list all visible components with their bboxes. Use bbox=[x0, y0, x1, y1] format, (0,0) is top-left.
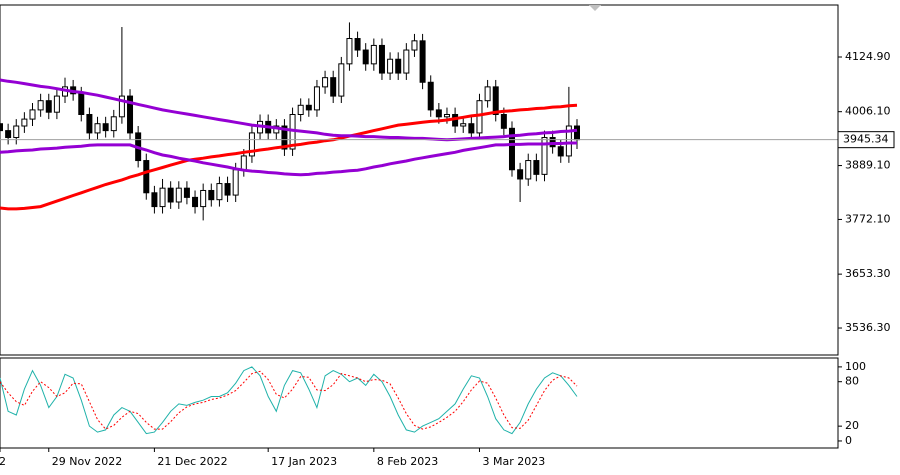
candle-body bbox=[13, 125, 20, 139]
y-tick-label: 4124.90 bbox=[845, 50, 891, 63]
candle-body bbox=[143, 160, 150, 194]
candle-body bbox=[525, 160, 532, 180]
candle-body bbox=[476, 100, 483, 134]
candle-body bbox=[492, 86, 499, 115]
candle-body bbox=[305, 104, 312, 111]
candle-body bbox=[419, 40, 426, 83]
candle-body bbox=[362, 49, 369, 65]
candle-body bbox=[192, 196, 199, 208]
y-tick-label: 3536.30 bbox=[845, 321, 891, 334]
candle-body bbox=[216, 183, 223, 201]
candle-body bbox=[118, 95, 125, 118]
candle-body bbox=[508, 127, 515, 171]
x-tick-label: 21 Dec 2022 bbox=[157, 455, 227, 468]
shift-marker bbox=[589, 5, 601, 11]
indicator-line bbox=[0, 103, 578, 211]
candle-body bbox=[297, 104, 304, 115]
main-panel bbox=[0, 4, 839, 356]
x-tick-label: 2 bbox=[0, 455, 6, 468]
candle-body bbox=[435, 109, 442, 118]
candle-body bbox=[330, 77, 337, 97]
candle-body bbox=[29, 109, 36, 120]
candle-body bbox=[0, 123, 3, 132]
candle-body bbox=[484, 86, 491, 102]
candle-body bbox=[460, 123, 467, 127]
candle-body bbox=[378, 44, 385, 74]
y-tick-label: 4006.10 bbox=[845, 105, 891, 118]
y-tick-label: 100 bbox=[845, 360, 866, 373]
candle-body bbox=[338, 63, 345, 97]
candle-body bbox=[224, 183, 231, 196]
candle-body bbox=[468, 123, 475, 134]
indicator-line bbox=[0, 141, 577, 177]
candle-body bbox=[403, 49, 410, 74]
stoch-panel bbox=[0, 357, 839, 449]
x-tick-label: 3 Mar 2023 bbox=[482, 455, 545, 468]
x-tick-label: 29 Nov 2022 bbox=[52, 455, 122, 468]
candle-body bbox=[110, 116, 117, 132]
candle-body bbox=[427, 81, 434, 111]
candle-body bbox=[21, 118, 28, 127]
indicator-line bbox=[0, 366, 578, 435]
candle-body bbox=[45, 100, 52, 113]
y-tick-label: 3889.10 bbox=[845, 159, 891, 172]
candle-body bbox=[167, 187, 174, 203]
candle-body bbox=[94, 123, 101, 134]
candle-body bbox=[354, 38, 361, 51]
candle-body bbox=[78, 93, 85, 115]
indicator-line bbox=[0, 78, 578, 142]
candle-body bbox=[500, 113, 507, 129]
candle-body bbox=[533, 160, 540, 175]
candle-body bbox=[37, 100, 44, 111]
candle-body bbox=[565, 125, 572, 157]
candle-body bbox=[322, 77, 329, 88]
candle-body bbox=[411, 40, 418, 51]
candle-body bbox=[159, 187, 166, 208]
candle-body bbox=[395, 58, 402, 74]
candle-body bbox=[557, 146, 564, 157]
candle-body bbox=[232, 169, 239, 196]
candle-body bbox=[151, 192, 158, 208]
y-tick-label: 3653.30 bbox=[845, 267, 891, 280]
candle-body bbox=[541, 137, 548, 175]
candle-body bbox=[281, 125, 288, 150]
candle-body bbox=[175, 187, 182, 203]
candle-body bbox=[370, 44, 377, 65]
candle-body bbox=[517, 169, 524, 180]
candle-body bbox=[313, 86, 320, 111]
candle-body bbox=[127, 95, 134, 134]
candle-body bbox=[5, 130, 12, 139]
candle-body bbox=[200, 189, 207, 208]
candle-body bbox=[86, 113, 93, 134]
candle-body bbox=[53, 95, 60, 113]
y-tick-label: 20 bbox=[845, 419, 859, 432]
candle-body bbox=[387, 58, 394, 74]
candle-body bbox=[346, 38, 353, 65]
candle-body bbox=[574, 125, 580, 141]
candle-body bbox=[240, 155, 247, 171]
last-price-box bbox=[837, 131, 895, 149]
y-tick-label: 0 bbox=[845, 434, 852, 447]
y-tick-label: 3772.10 bbox=[845, 212, 891, 225]
candle-body bbox=[208, 189, 215, 201]
candle-body bbox=[183, 187, 190, 198]
last-price-label: 3945.34 bbox=[843, 133, 889, 146]
candle-body bbox=[443, 113, 450, 118]
y-tick-label: 80 bbox=[845, 375, 859, 388]
candle-body bbox=[248, 132, 255, 157]
indicator-line bbox=[0, 370, 578, 430]
x-tick-label: 17 Jan 2023 bbox=[271, 455, 337, 468]
x-tick-label: 8 Feb 2023 bbox=[377, 455, 438, 468]
candle-body bbox=[102, 123, 109, 132]
